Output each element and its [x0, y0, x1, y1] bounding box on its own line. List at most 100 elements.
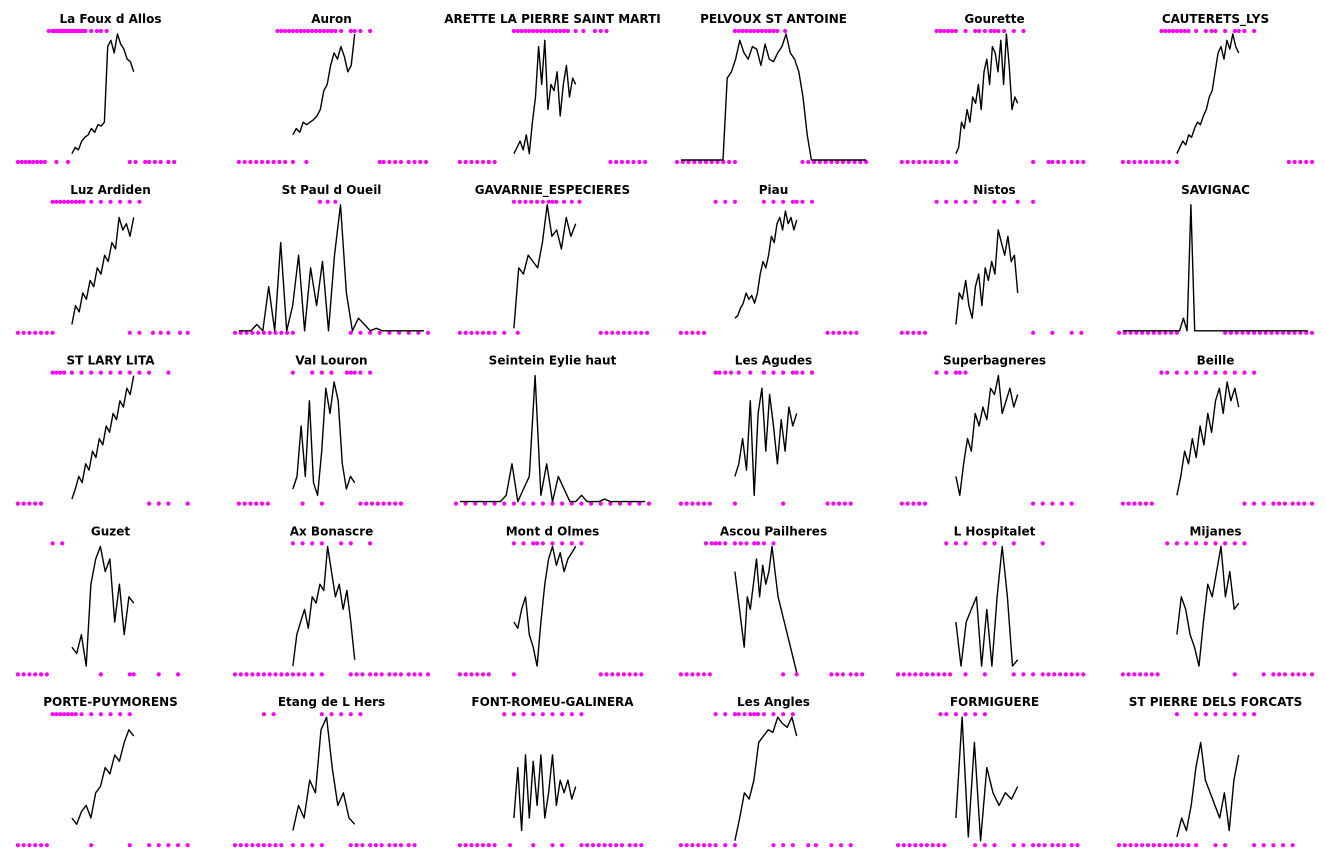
top-marker: [339, 541, 344, 546]
top-marker: [60, 541, 65, 546]
bottom-marker: [1050, 843, 1055, 848]
bottom-marker: [643, 159, 648, 165]
bottom-marker: [368, 330, 373, 335]
bottom-marker: [713, 843, 718, 848]
bottom-marker: [1126, 159, 1131, 165]
panel-title: Piau: [759, 183, 789, 197]
bottom-marker: [678, 672, 683, 677]
bottom-marker: [907, 843, 912, 848]
bottom-marker: [860, 672, 865, 677]
bottom-marker: [835, 159, 840, 165]
bottom-marker: [1134, 843, 1139, 848]
top-marker: [300, 541, 305, 546]
bottom-marker: [963, 672, 968, 677]
top-marker: [752, 541, 757, 546]
bottom-marker: [283, 159, 288, 165]
bottom-marker: [913, 843, 918, 848]
panel-title: CAUTERETS_LYS: [1162, 12, 1269, 27]
top-marker: [1242, 712, 1247, 717]
top-marker: [127, 370, 132, 375]
top-marker: [794, 370, 799, 375]
top-marker: [748, 370, 753, 375]
bottom-marker: [1292, 330, 1297, 335]
top-marker: [1223, 370, 1228, 375]
bottom-marker: [492, 843, 497, 848]
bottom-marker: [946, 159, 951, 165]
top-marker: [1242, 370, 1247, 375]
top-marker: [339, 28, 344, 34]
top-marker: [1232, 28, 1237, 34]
bottom-marker: [1069, 672, 1074, 677]
top-marker: [953, 199, 959, 204]
bottom-marker: [398, 501, 404, 506]
bottom-marker: [829, 843, 834, 848]
top-marker: [1015, 199, 1020, 204]
series-line: [292, 381, 356, 496]
bottom-marker: [619, 843, 625, 848]
panel-12: SAVIGNAC: [1116, 183, 1315, 335]
bottom-marker: [911, 159, 916, 165]
bottom-marker: [1174, 330, 1179, 335]
bottom-marker: [412, 672, 417, 677]
panel-title: Gourette: [964, 12, 1024, 26]
bottom-marker: [480, 159, 486, 165]
bottom-marker: [147, 501, 152, 506]
bottom-marker: [690, 501, 695, 506]
top-marker: [790, 370, 795, 375]
top-marker: [976, 28, 982, 34]
top-marker: [368, 28, 373, 34]
bottom-marker: [633, 672, 638, 677]
top-marker: [1178, 28, 1183, 34]
top-marker: [94, 28, 100, 34]
top-marker: [521, 712, 526, 717]
bottom-marker: [300, 843, 305, 848]
top-marker: [781, 712, 786, 717]
bottom-marker: [1309, 159, 1315, 165]
bottom-marker: [319, 843, 324, 848]
bottom-marker: [973, 843, 978, 848]
bottom-marker: [379, 672, 384, 677]
bottom-marker: [1174, 843, 1179, 848]
top-marker: [748, 712, 753, 717]
series-line: [734, 545, 798, 673]
bottom-marker: [1081, 159, 1086, 165]
bottom-marker: [707, 501, 712, 506]
panel-title: Les Agudes: [735, 354, 812, 368]
bottom-marker: [781, 672, 786, 677]
panel-title: GAVARNIE_ESPECIERES: [475, 183, 630, 198]
bottom-marker: [285, 330, 290, 335]
top-marker: [573, 28, 578, 34]
bottom-marker: [899, 501, 904, 506]
bottom-marker: [133, 159, 138, 165]
bottom-marker: [480, 843, 486, 848]
bottom-marker: [1223, 843, 1228, 848]
top-marker: [953, 541, 959, 546]
top-marker: [1194, 712, 1199, 717]
top-marker: [310, 370, 315, 375]
bottom-marker: [406, 330, 411, 335]
bottom-marker: [354, 843, 359, 848]
bottom-marker: [89, 843, 94, 848]
bottom-marker: [696, 501, 701, 506]
bottom-marker: [1151, 843, 1156, 848]
top-marker: [992, 28, 997, 34]
top-marker: [763, 28, 768, 34]
bottom-marker: [1151, 330, 1156, 335]
bottom-marker: [895, 672, 901, 677]
bottom-marker: [560, 843, 565, 848]
bottom-marker: [265, 501, 270, 506]
bottom-marker: [616, 330, 621, 335]
bottom-marker: [781, 501, 786, 506]
top-marker: [771, 712, 776, 717]
bottom-marker: [1240, 330, 1245, 335]
bottom-marker: [406, 672, 411, 677]
bottom-marker: [1271, 672, 1276, 677]
bottom-marker: [492, 501, 497, 506]
bottom-marker: [1252, 501, 1257, 506]
bottom-marker: [259, 159, 265, 165]
top-marker: [742, 712, 747, 717]
top-marker: [1252, 370, 1257, 375]
bottom-marker: [27, 501, 32, 506]
top-marker: [1182, 28, 1187, 34]
bottom-marker: [531, 501, 536, 506]
